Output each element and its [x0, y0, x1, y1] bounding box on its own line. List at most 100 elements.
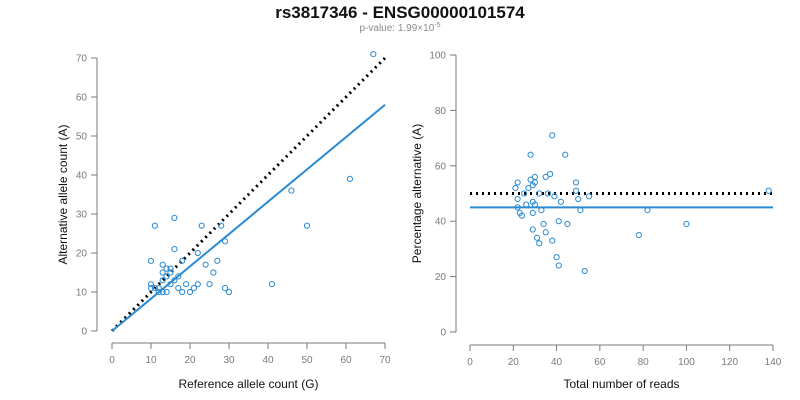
data-point [531, 173, 539, 180]
data-point [542, 173, 549, 180]
scatter-plot-1: 0 10 20 30 40 50 60 70 0 10 20 30 40 50 60 70 Reference … [56, 51, 391, 391]
y-tick-label: 60 [435, 161, 447, 172]
y-tick-label: 80 [435, 106, 447, 117]
data-point [163, 288, 170, 296]
data-point [555, 262, 562, 269]
data-point [521, 190, 528, 197]
data-point [159, 261, 166, 268]
data-point [179, 257, 186, 264]
data-point [175, 285, 182, 292]
data-point [163, 273, 170, 280]
data-point [518, 212, 526, 219]
x-tick-label: 60 [594, 357, 606, 368]
data-point [549, 132, 556, 139]
data-point [525, 184, 532, 192]
p-value-text: p-value: 1.99×10 [359, 23, 435, 34]
data-point [527, 151, 534, 158]
data-point [536, 240, 543, 247]
x-axis-label: Total number of reads [563, 377, 679, 391]
data-point [540, 220, 547, 228]
data-point [644, 207, 651, 214]
x-tick-label: 40 [551, 357, 563, 368]
data-point [171, 246, 178, 253]
fit-line [111, 104, 386, 332]
data-point [683, 220, 690, 228]
y-axis-label: Percentage alternative (A) [410, 124, 424, 263]
x-tick-label: 10 [145, 355, 157, 366]
y-tick-label: 30 [76, 210, 88, 221]
data-point [167, 265, 174, 272]
data-point [585, 193, 593, 200]
data-point [159, 277, 166, 284]
data-point [171, 214, 178, 221]
x-tick-label: 40 [262, 355, 274, 366]
data-point [202, 261, 209, 268]
data-point [533, 234, 541, 241]
x-tick-label: 120 [721, 357, 738, 368]
data-point [523, 201, 530, 208]
data-point [167, 269, 174, 276]
data-point [171, 277, 178, 284]
data-point [198, 222, 205, 229]
data-point [572, 179, 580, 186]
data-point [151, 285, 158, 292]
y-tick-label: 0 [440, 328, 446, 339]
x-tick-label: 60 [340, 355, 352, 366]
data-point [577, 207, 584, 214]
data-point [303, 222, 311, 229]
y-tick-label: 40 [435, 217, 447, 228]
data-point [179, 288, 186, 296]
data-point [163, 265, 170, 272]
data-point [529, 226, 536, 233]
data-point [564, 220, 571, 228]
data-point [147, 285, 155, 292]
data-point [218, 222, 225, 229]
y-tick-label: 60 [76, 93, 88, 104]
data-point [512, 184, 519, 192]
x-tick-label: 20 [508, 357, 520, 368]
data-point [555, 218, 562, 225]
data-point [225, 288, 233, 296]
x-tick-label: 50 [301, 355, 313, 366]
data-point [151, 222, 158, 229]
data-point [514, 204, 521, 211]
data-point [190, 285, 197, 292]
data-point [551, 193, 558, 200]
x-tick-label: 140 [765, 357, 782, 368]
y-tick-label: 20 [76, 249, 88, 260]
chart-title: rs3817346 - ENSG00000101574 [275, 3, 525, 22]
data-point [222, 238, 229, 245]
data-point [527, 176, 534, 183]
data-point [167, 281, 174, 288]
data-point [210, 269, 217, 276]
x-tick-label: 70 [379, 355, 391, 366]
data-point [536, 190, 543, 197]
y-tick-label: 10 [76, 288, 88, 299]
data-point [186, 288, 194, 296]
y-tick-label: 0 [81, 327, 87, 338]
x-tick-label: 20 [184, 355, 196, 366]
data-point [206, 281, 213, 288]
data-point [538, 207, 545, 214]
data-point [544, 190, 552, 197]
data-point [159, 269, 166, 276]
data-point [183, 281, 190, 288]
data-point [268, 281, 275, 288]
y-tick-label: 50 [76, 132, 88, 143]
data-point [147, 257, 155, 264]
y-axis-label: Alternative allele count (A) [56, 124, 70, 264]
x-tick-label: 0 [109, 355, 115, 366]
p-value-exponent: -5 [434, 22, 441, 29]
data-point [222, 285, 229, 292]
data-point [531, 201, 539, 208]
y-tick-label: 40 [76, 171, 88, 182]
data-point [562, 151, 569, 158]
data-point [346, 175, 353, 182]
x-tick-label: 0 [467, 357, 473, 368]
data-point [575, 195, 582, 203]
data-point [635, 231, 642, 239]
data-point [765, 187, 772, 194]
data-point [194, 249, 201, 257]
data-point [194, 281, 201, 288]
